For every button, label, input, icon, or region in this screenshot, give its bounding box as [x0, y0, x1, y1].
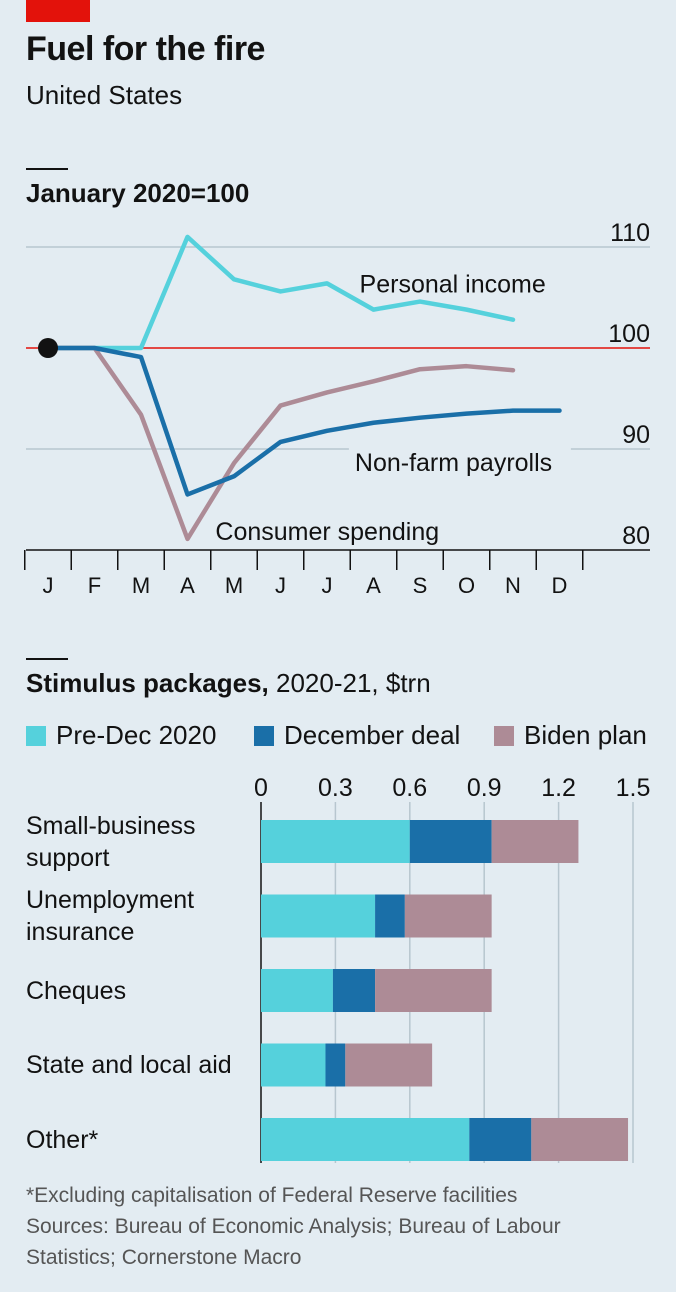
- bar-cheques-biden-plan: [375, 969, 492, 1012]
- line-chart-title: January 2020=100: [26, 178, 250, 208]
- x-tick-label: J: [322, 573, 333, 598]
- x-tick-label: M: [132, 573, 150, 598]
- bar-legend: Pre-Dec 2020 December deal Biden plan: [26, 720, 656, 754]
- legend-label-december-deal: December deal: [284, 720, 461, 750]
- category-label-line: Small-business: [26, 811, 196, 840]
- x-tick-label: 0.6: [392, 774, 427, 802]
- bar-other-biden-plan: [531, 1118, 629, 1161]
- bar-cheques-pre-dec-2020: [261, 969, 333, 1012]
- legend-item-december-deal: December deal: [254, 720, 460, 751]
- chart-title: Fuel for the fire: [26, 30, 265, 68]
- chart-subtitle: United States: [26, 80, 183, 110]
- y-tick-label: 90: [622, 421, 650, 449]
- series-line-personal-income: [45, 234, 516, 351]
- category-label-line: insurance: [26, 918, 135, 946]
- line-section-rule: [26, 168, 68, 170]
- category-label-line: Other*: [26, 1125, 99, 1154]
- footnote-sources-1: Sources: Bureau of Economic Analysis; Bu…: [26, 1215, 561, 1238]
- x-tick-label: 1.2: [541, 774, 576, 802]
- x-tick-label: F: [88, 573, 101, 598]
- start-point-marker: [38, 338, 58, 358]
- bar-small-business-support-pre-dec-2020: [261, 820, 410, 863]
- x-tick-label: 0.3: [318, 774, 353, 802]
- series-line-non-farm-payrolls: [45, 345, 562, 497]
- series-label-non-farm-payrolls: Non-farm payrolls: [355, 449, 552, 477]
- x-tick-label: 1.5: [616, 774, 651, 802]
- bar-small-business-support-december-deal: [409, 820, 492, 863]
- x-tick-label: N: [505, 573, 521, 598]
- bar-small-business-support-biden-plan: [491, 820, 579, 863]
- category-label-line: Unemployment: [26, 886, 195, 914]
- y-tick-label: 110: [610, 219, 650, 247]
- bar-state-and-local-aid-biden-plan: [345, 1043, 433, 1087]
- bar-state-and-local-aid-pre-dec-2020: [261, 1043, 326, 1087]
- category-label-cheques: Cheques: [26, 975, 246, 1007]
- category-label-line: Cheques: [26, 976, 127, 1005]
- series-line-consumer-spending: [45, 345, 516, 542]
- bar-state-and-local-aid-december-deal: [325, 1043, 346, 1087]
- category-label-small-business-support: Small-business support: [26, 810, 246, 874]
- y-tick-label: 80: [622, 522, 650, 550]
- x-tick-label: O: [458, 573, 475, 598]
- brand-red-tag: [26, 0, 90, 22]
- footnote-sources-2: Statistics; Cornerstone Macro: [26, 1246, 302, 1269]
- x-tick-label: J: [275, 573, 286, 598]
- bar-other-december-deal: [469, 1118, 532, 1161]
- footnotes: *Excluding capitalisation of Federal Res…: [26, 1180, 656, 1273]
- legend-item-biden-plan: Biden plan: [494, 720, 647, 751]
- y-tick-label: 100: [608, 320, 650, 348]
- series-label-background: [348, 445, 571, 480]
- x-tick-label: J: [43, 573, 54, 598]
- legend-swatch-pre-dec-2020: [26, 725, 46, 746]
- x-tick-label: 0.9: [467, 774, 502, 802]
- x-tick-label: D: [552, 573, 568, 598]
- x-tick-label: A: [180, 573, 195, 598]
- bar-chart: 0 0.3 0.6 0.9 1.2 1.5: [254, 774, 651, 1163]
- legend-label-pre-dec-2020: Pre-Dec 2020: [56, 720, 217, 750]
- legend-label-biden-plan: Biden plan: [524, 720, 647, 750]
- category-label-unemployment-insurance: Unemployment insurance: [26, 884, 246, 948]
- category-label-line: support: [26, 843, 110, 872]
- line-chart: 80 90 100 110 J F M A M J J A S O N D Personal income Non…: [24, 219, 650, 598]
- x-tick-label: A: [366, 573, 381, 598]
- footnote-note: *Excluding capitalisation of Federal Res…: [26, 1184, 518, 1207]
- legend-item-pre-dec-2020: Pre-Dec 2020: [26, 720, 216, 751]
- category-label-state-and-local-aid: State and local aid: [26, 1049, 246, 1081]
- series-label-consumer-spending: Consumer spending: [215, 518, 439, 546]
- category-label-other: Other*: [26, 1124, 246, 1156]
- bar-unemployment-insurance-pre-dec-2020: [261, 894, 376, 938]
- x-tick-label: 0: [254, 774, 268, 802]
- bar-chart-title: Stimulus packages, 2020-21, $trn: [26, 668, 431, 698]
- bar-unemployment-insurance-biden-plan: [404, 894, 492, 938]
- x-tick-label: M: [225, 573, 243, 598]
- x-tick-label: S: [413, 573, 428, 598]
- category-label-line: State and local aid: [26, 1051, 232, 1079]
- bar-other-pre-dec-2020: [261, 1118, 470, 1161]
- series-label-personal-income: Personal income: [360, 270, 546, 298]
- bar-cheques-december-deal: [332, 969, 376, 1012]
- legend-swatch-december-deal: [254, 725, 274, 746]
- bar-unemployment-insurance-december-deal: [375, 894, 405, 938]
- bar-section-rule: [26, 658, 68, 660]
- legend-swatch-biden-plan: [494, 725, 514, 746]
